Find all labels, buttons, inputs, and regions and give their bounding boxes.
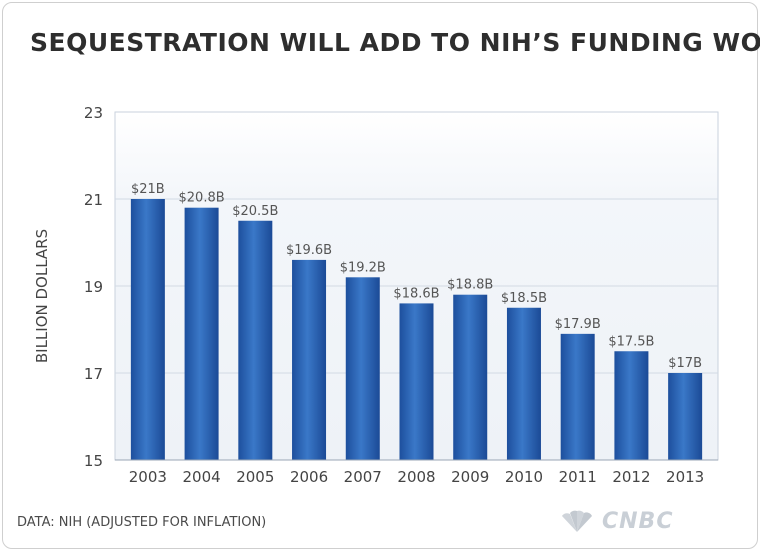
y-tick-label: 17 <box>84 365 103 383</box>
bar <box>399 303 434 460</box>
bar <box>292 259 327 460</box>
bar <box>453 294 488 460</box>
y-tick-label: 21 <box>84 191 103 209</box>
data-label: $18.8B <box>447 278 493 293</box>
x-tick-label: 2013 <box>666 468 704 486</box>
bar <box>345 277 380 460</box>
bar <box>506 307 541 460</box>
x-tick-label: 2008 <box>397 468 435 486</box>
x-tick-label: 2005 <box>236 468 274 486</box>
bar <box>238 220 273 460</box>
x-tick-label: 2004 <box>182 468 220 486</box>
y-tick-label: 23 <box>84 104 103 122</box>
x-tick-label: 2010 <box>505 468 543 486</box>
data-label: $21B <box>131 182 165 197</box>
y-tick-label: 19 <box>84 278 103 296</box>
x-tick-label: 2006 <box>290 468 328 486</box>
data-label: $18.6B <box>393 286 439 301</box>
bar <box>614 351 649 460</box>
data-label: $17.9B <box>555 317 601 332</box>
bar <box>184 207 219 460</box>
data-label: $18.5B <box>501 291 547 306</box>
bar <box>130 199 165 460</box>
data-label: $20.5B <box>232 204 278 219</box>
bar <box>560 333 595 460</box>
data-source-note: DATA: NIH (ADJUSTED FOR INFLATION) <box>17 515 267 530</box>
data-label: $20.8B <box>179 191 225 206</box>
bar <box>668 373 703 460</box>
y-axis-label: BILLION DOLLARS <box>33 229 51 363</box>
x-tick-label: 2012 <box>612 468 650 486</box>
x-tick-label: 2011 <box>559 468 597 486</box>
chart-title: SEQUESTRATION WILL ADD TO NIH’S FUNDING … <box>30 28 760 57</box>
data-label: $19.6B <box>286 243 332 258</box>
peacock-icon <box>562 510 592 532</box>
x-tick-label: 2007 <box>344 468 382 486</box>
cnbc-logo: CNBC <box>558 509 673 534</box>
data-label: $19.2B <box>340 260 386 275</box>
x-tick-label: 2009 <box>451 468 489 486</box>
x-tick-label: 2003 <box>129 468 167 486</box>
data-label: $17B <box>668 356 702 371</box>
data-label: $17.5B <box>608 334 654 349</box>
logo-text: CNBC <box>602 509 674 534</box>
y-tick-label: 15 <box>84 452 103 470</box>
